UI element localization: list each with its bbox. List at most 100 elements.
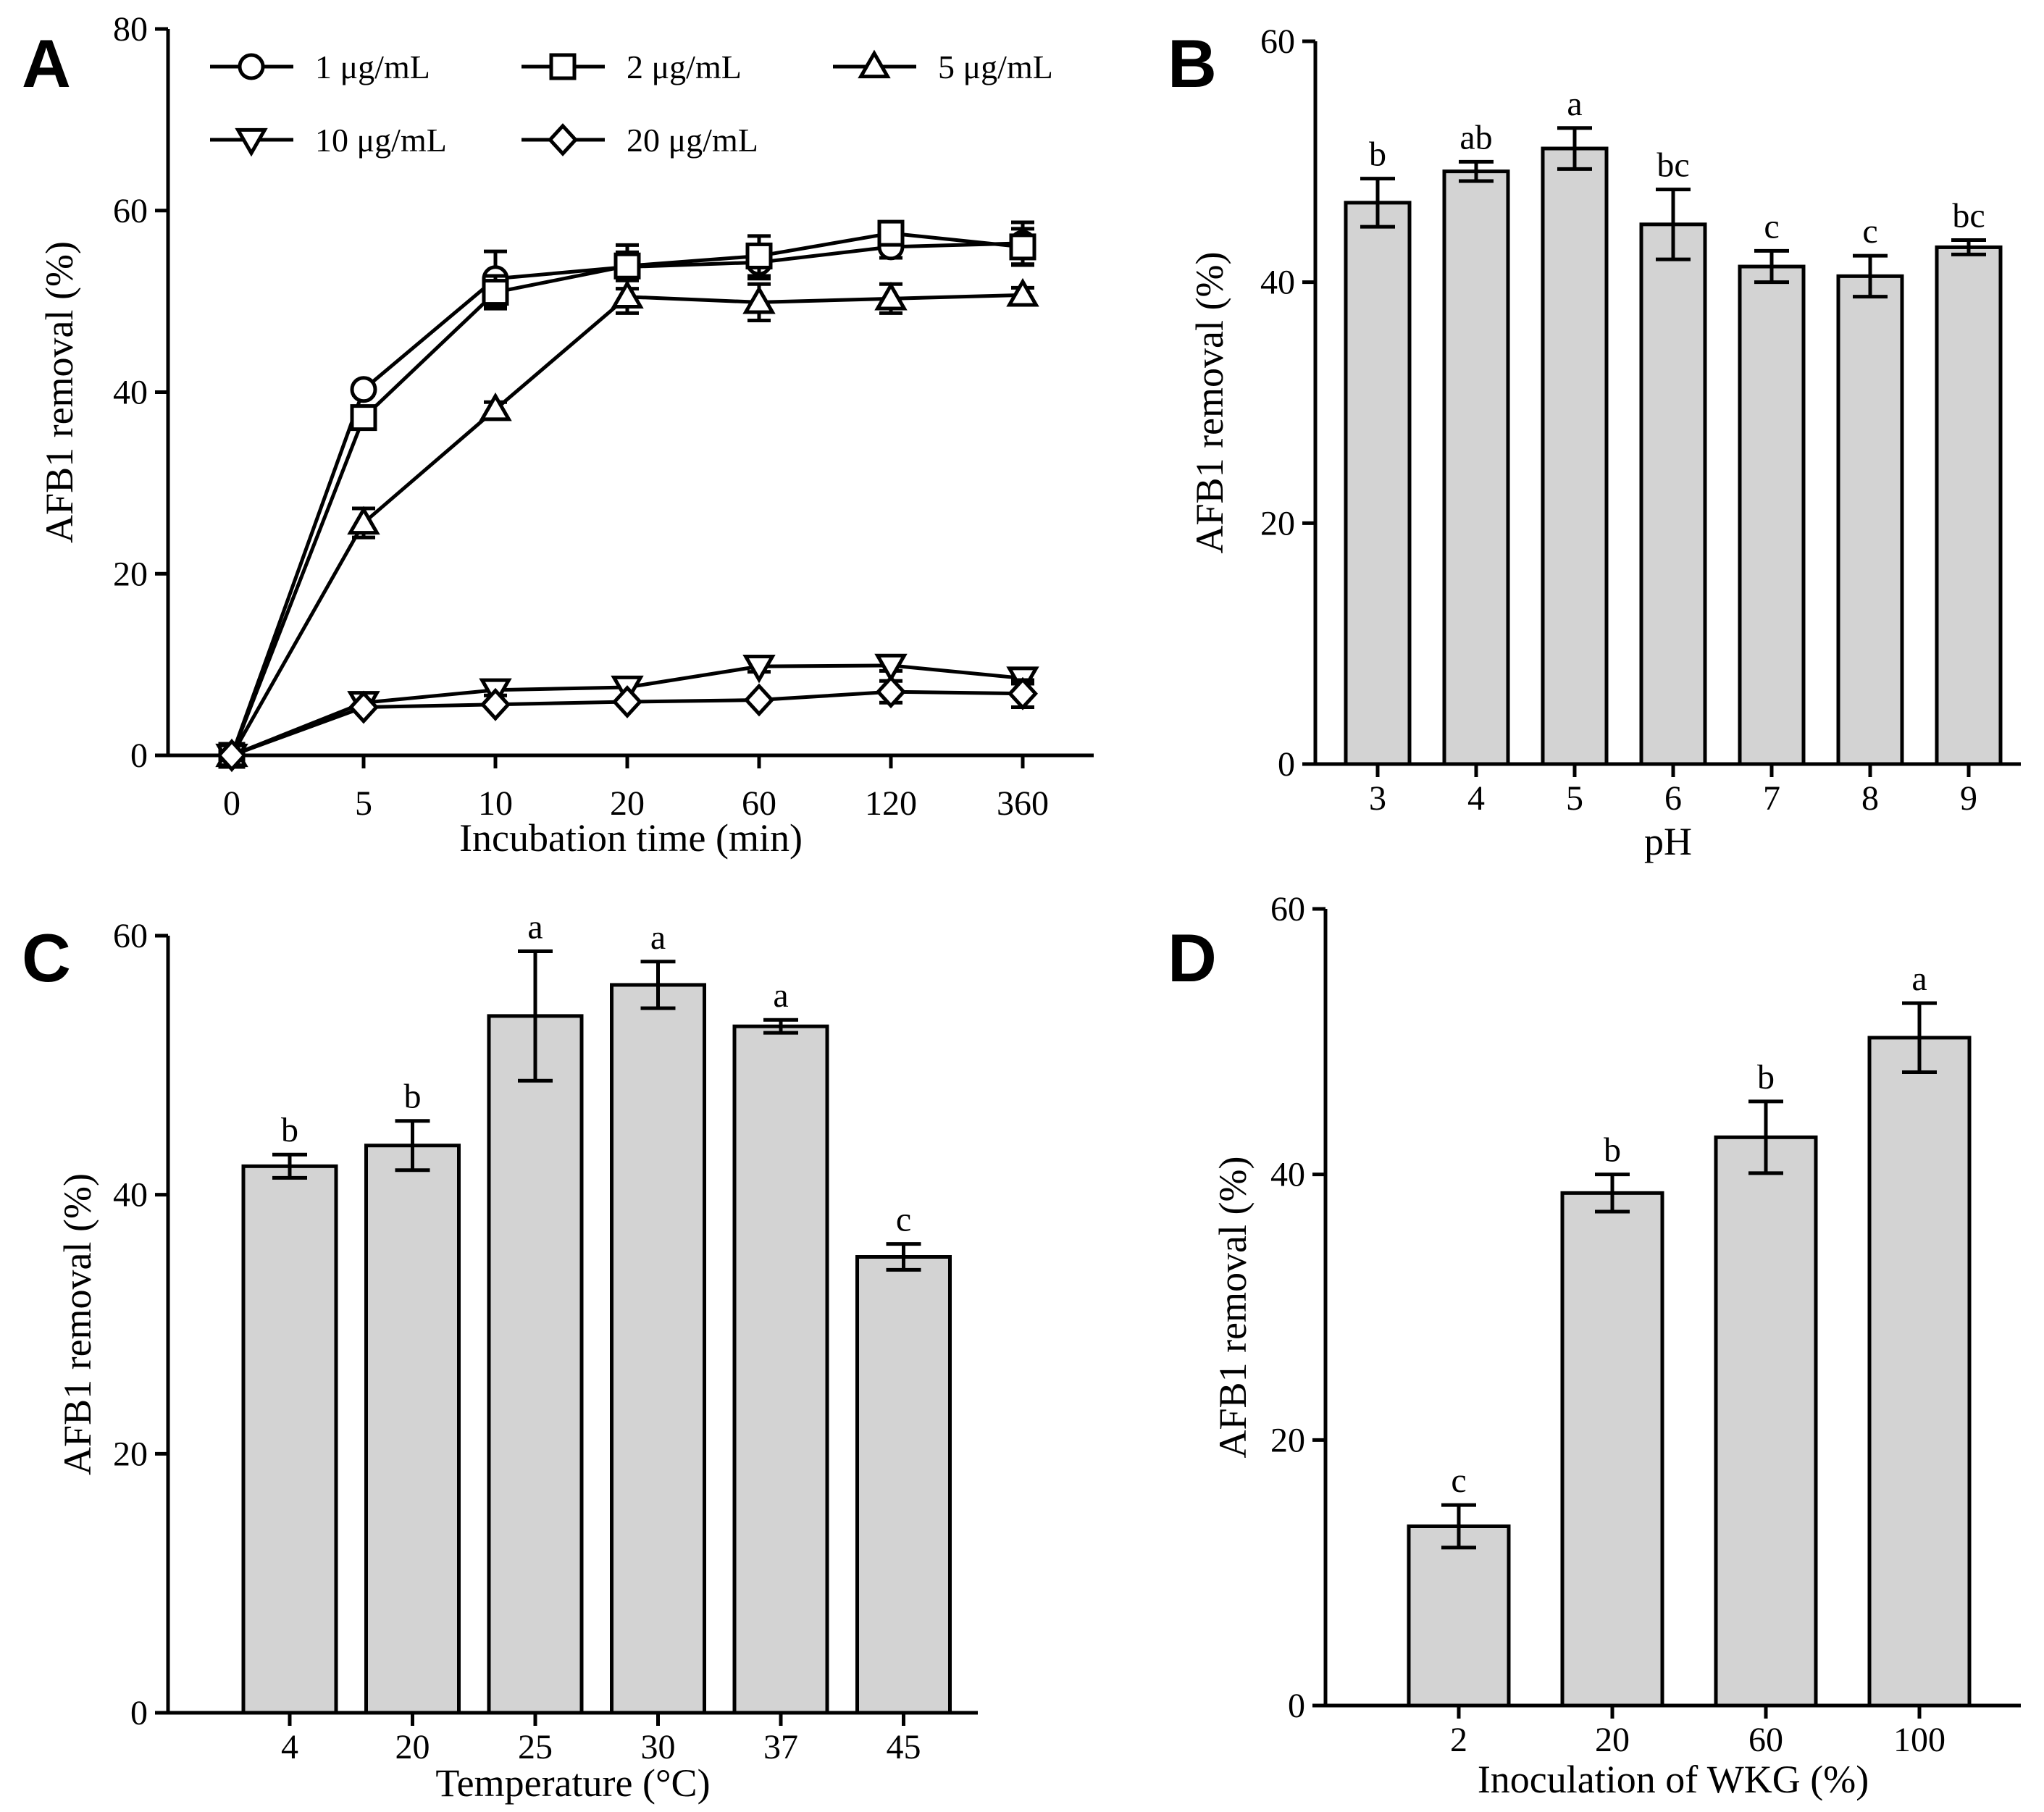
data-point bbox=[348, 690, 379, 724]
x-tick-label: 10 bbox=[478, 784, 513, 823]
significance-label: c bbox=[1862, 212, 1877, 251]
y-axis-title: AFB1 removal (%) bbox=[38, 241, 81, 543]
bar bbox=[1836, 274, 1904, 766]
y-tick-label: 60 bbox=[1260, 22, 1295, 61]
data-point bbox=[482, 279, 509, 306]
data-point bbox=[350, 404, 377, 432]
panel-letter-d: D bbox=[1168, 920, 1217, 996]
significance-label: a bbox=[527, 907, 543, 946]
series-triangle-up bbox=[215, 277, 1039, 768]
data-point bbox=[350, 376, 377, 403]
bar bbox=[1344, 201, 1412, 766]
data-point bbox=[613, 252, 641, 280]
x-tick-label: 2 bbox=[1450, 1721, 1467, 1759]
data-point bbox=[480, 687, 511, 721]
x-tick-label: 30 bbox=[641, 1728, 676, 1766]
panel-letter-a: A bbox=[22, 25, 71, 101]
data-point bbox=[611, 280, 644, 309]
y-tick-label: 60 bbox=[113, 917, 148, 955]
y-tick-label: 40 bbox=[1270, 1156, 1305, 1194]
legend-entry: 10 μg/mL bbox=[210, 122, 447, 159]
legend-label: 20 μg/mL bbox=[627, 122, 758, 159]
y-tick-label: 0 bbox=[1278, 745, 1295, 784]
bar bbox=[1867, 1036, 1972, 1708]
y-tick-label: 0 bbox=[130, 737, 148, 775]
bar bbox=[732, 1024, 829, 1715]
y-tick-label: 60 bbox=[1270, 890, 1305, 928]
y-tick-label: 40 bbox=[113, 1176, 148, 1215]
panel-b: B 0 20 40 60 3 4 5 6 7 8 9 pH AFB1 removal (%) b ab a bc c… bbox=[1168, 22, 2021, 863]
y-tick-label: 40 bbox=[113, 374, 148, 412]
bar bbox=[610, 983, 706, 1715]
y-axis-title: AFB1 removal (%) bbox=[1211, 1157, 1255, 1459]
y-tick-label: 20 bbox=[113, 555, 148, 593]
significance-label: b bbox=[404, 1078, 422, 1116]
bar bbox=[1738, 264, 1806, 766]
data-point bbox=[874, 281, 908, 311]
x-tick-label: 3 bbox=[1369, 779, 1386, 818]
x-tick-label: 60 bbox=[742, 784, 776, 823]
significance-label: c bbox=[1451, 1461, 1466, 1500]
x-tick-label: 100 bbox=[1893, 1721, 1945, 1759]
bar bbox=[1541, 146, 1609, 766]
x-axis-title: Inoculation of WKG (%) bbox=[1478, 1758, 1869, 1801]
x-tick-label: 25 bbox=[518, 1728, 553, 1766]
x-tick-label: 6 bbox=[1664, 779, 1682, 818]
x-tick-label: 8 bbox=[1861, 779, 1879, 818]
legend-marker bbox=[235, 127, 268, 157]
legend-marker bbox=[858, 49, 891, 79]
data-point bbox=[745, 242, 773, 269]
significance-label: b bbox=[281, 1111, 298, 1149]
legend-entry: 1 μg/mL bbox=[210, 49, 430, 85]
x-tick-label: 60 bbox=[1748, 1721, 1783, 1759]
bar bbox=[241, 1164, 338, 1715]
x-tick-label: 20 bbox=[395, 1728, 430, 1766]
y-tick-label: 80 bbox=[113, 10, 148, 49]
y-tick-label: 0 bbox=[130, 1694, 148, 1732]
significance-label: b bbox=[1604, 1131, 1621, 1170]
legend-label: 10 μg/mL bbox=[315, 122, 447, 159]
y-tick-label: 20 bbox=[1260, 504, 1295, 542]
bar bbox=[855, 1255, 952, 1715]
legend-marker bbox=[238, 53, 265, 80]
bar bbox=[1560, 1191, 1664, 1708]
data-point bbox=[1006, 277, 1039, 307]
data-point bbox=[744, 683, 774, 717]
x-tick-label: 5 bbox=[1566, 779, 1583, 818]
data-point bbox=[479, 392, 512, 421]
legend-label: 1 μg/mL bbox=[315, 49, 430, 85]
panel-a: A 0 20 40 60 80 0 5 10 20 60 120 360 Incubation time … bbox=[22, 10, 1094, 860]
legend-marker bbox=[549, 53, 577, 80]
y-tick-label: 60 bbox=[113, 192, 148, 230]
data-point bbox=[612, 685, 642, 718]
x-tick-label: 7 bbox=[1763, 779, 1780, 818]
bar bbox=[1639, 222, 1707, 766]
significance-label: b bbox=[1369, 135, 1386, 174]
significance-label: c bbox=[896, 1201, 911, 1239]
significance-label: bc bbox=[1656, 146, 1689, 185]
significance-label: b bbox=[1757, 1058, 1775, 1096]
x-tick-label: 5 bbox=[355, 784, 372, 823]
panel-letter-c: C bbox=[22, 920, 71, 996]
significance-label: a bbox=[650, 918, 666, 957]
significance-label: a bbox=[1567, 85, 1582, 123]
x-tick-label: 20 bbox=[610, 784, 645, 823]
x-axis-title: pH bbox=[1644, 820, 1692, 863]
data-point bbox=[877, 219, 905, 247]
y-axis-title: AFB1 removal (%) bbox=[56, 1173, 99, 1475]
x-tick-label: 9 bbox=[1960, 779, 1977, 818]
significance-label: a bbox=[773, 976, 788, 1015]
data-point bbox=[217, 739, 247, 772]
x-tick-label: 360 bbox=[997, 784, 1049, 823]
y-tick-label: 0 bbox=[1288, 1687, 1305, 1725]
panel-d: D 0 20 40 60 2 20 60 100 Inoculation of WKG (%) AF… bbox=[1168, 890, 2021, 1801]
significance-label: c bbox=[1764, 207, 1779, 246]
y-tick-label: 20 bbox=[113, 1435, 148, 1473]
data-point bbox=[347, 506, 380, 535]
legend-marker bbox=[548, 123, 578, 156]
data-point bbox=[876, 675, 906, 709]
x-axis-title: Incubation time (min) bbox=[459, 816, 803, 860]
significance-label: bc bbox=[1952, 196, 1985, 235]
data-point bbox=[1009, 233, 1036, 261]
